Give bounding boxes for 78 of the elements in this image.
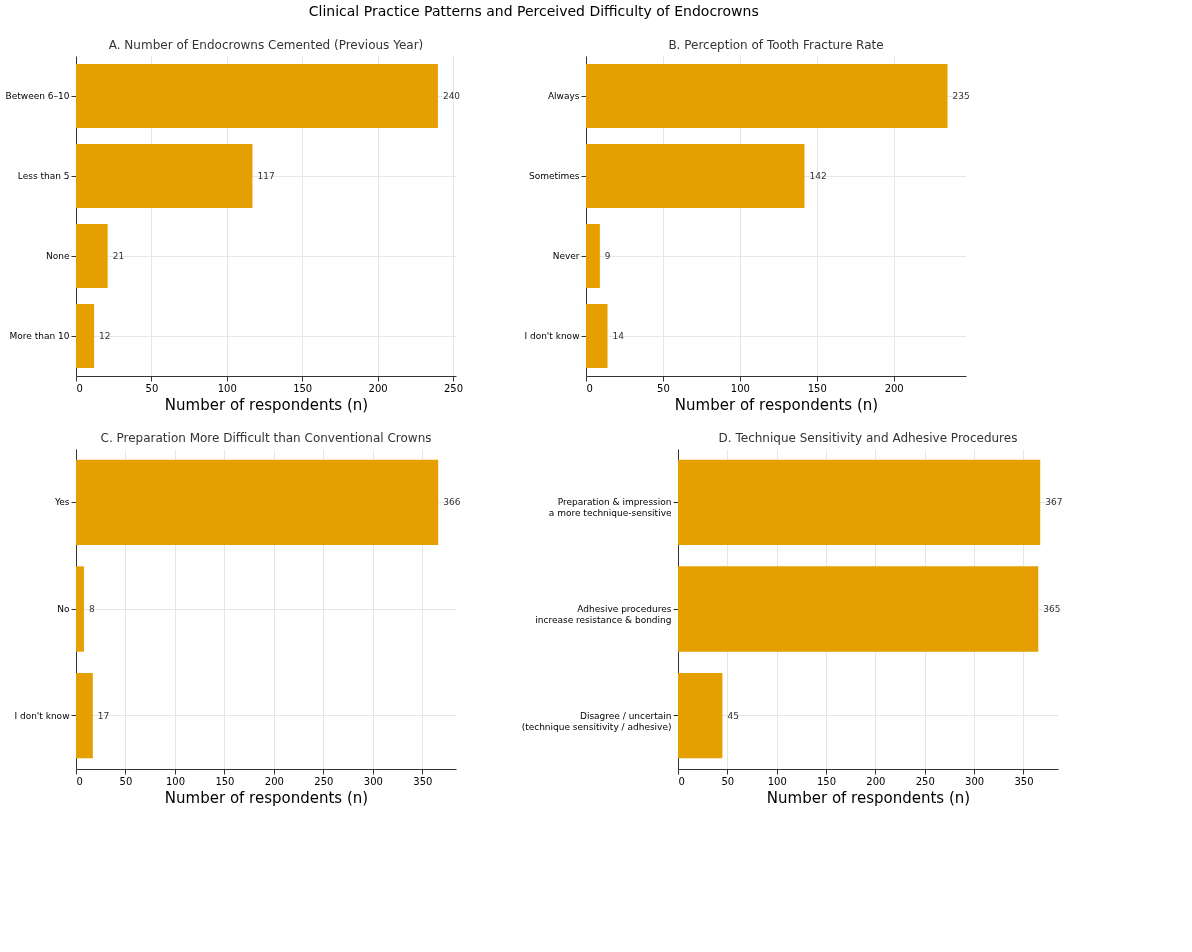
bar: [678, 459, 1041, 545]
data-label: 235: [952, 91, 970, 101]
x-tick-label: 150: [215, 775, 235, 787]
x-tick-label: 100: [730, 382, 750, 394]
data-label: 9: [604, 251, 611, 261]
bar: [76, 566, 84, 652]
data-label: 142: [809, 171, 827, 181]
bar: [76, 64, 438, 128]
x-tick-label: 200: [264, 775, 284, 787]
x-tick-label: 300: [363, 775, 383, 787]
y-tick-label: Yes: [53, 497, 70, 508]
x-tick-label: 200: [368, 382, 388, 394]
x-tick-label: 50: [119, 775, 133, 787]
y-tick-label: No: [57, 604, 70, 614]
text: Clinical Practice Patterns and Perceived Difficulty of Endocrowns: [308, 3, 759, 19]
y-tick-label: None: [46, 251, 70, 261]
bar: [586, 224, 600, 288]
data-label: 21: [112, 251, 125, 261]
data-label: 366: [443, 497, 461, 508]
y-tick-label: More than 10: [9, 331, 70, 341]
x-tick-label: 150: [817, 775, 837, 787]
data-label: 367: [1045, 497, 1063, 508]
bar: [586, 144, 805, 208]
x-tick-label: 300: [965, 775, 985, 787]
chart-title: C. Preparation More Difficult than Conventional Crowns: [100, 431, 432, 445]
bar: [76, 673, 93, 759]
x-tick-label: 150: [807, 382, 827, 394]
x-tick-label: 250: [915, 775, 935, 787]
y-tick-label: Less than 5: [17, 171, 70, 181]
x-axis-title: Number of respondents (n): [674, 395, 879, 414]
y-tick-label: Always: [547, 91, 580, 101]
x-tick-label: 0: [678, 775, 685, 787]
x-tick-label: 0: [76, 382, 83, 394]
data-label: 12: [99, 331, 111, 341]
x-tick-label: 150: [293, 382, 313, 394]
x-tick-label: 250: [314, 775, 334, 787]
x-tick-label: 200: [866, 775, 886, 787]
x-axis-title: Number of respondents (n): [766, 788, 971, 807]
x-axis-title: Number of respondents (n): [164, 395, 369, 414]
x-tick-label: 100: [217, 382, 237, 394]
chart-title: D. Technique Sensitivity and Adhesive Procedures: [718, 431, 1018, 445]
y-tick-label: I don't know: [524, 331, 580, 341]
bar: [586, 304, 608, 368]
y-tick-label: Adhesive procedures increase resistance & bonding: [535, 604, 672, 625]
data-label: 117: [257, 171, 275, 181]
bar: [76, 224, 108, 288]
x-axis-title: Number of respondents (n): [164, 788, 369, 807]
bar: [76, 144, 253, 208]
y-tick-label: I don't know: [14, 710, 70, 721]
y-tick-label: Disagree / uncertain (technique sensitivity / adhesive): [521, 710, 672, 732]
bar: [678, 566, 1039, 652]
x-tick-label: 250: [443, 382, 464, 394]
data-label: 14: [612, 331, 625, 341]
x-tick-label: 100: [767, 775, 787, 787]
y-tick-label: Preparation & impression a more technique-sensitive: [548, 497, 672, 519]
bar: [76, 304, 95, 368]
data-label: 240: [442, 91, 461, 101]
bar: [678, 673, 723, 759]
bar: [76, 459, 439, 545]
x-tick-label: 0: [586, 382, 593, 394]
data-label: 45: [727, 710, 739, 721]
y-tick-label: Between 6–10: [5, 91, 70, 101]
x-tick-label: 350: [413, 775, 433, 787]
x-tick-label: 200: [884, 382, 904, 394]
x-tick-label: 100: [165, 775, 186, 787]
data-label: 8: [88, 604, 95, 614]
bar: [586, 64, 948, 128]
x-tick-label: 50: [657, 382, 670, 394]
chart-title: B. Perception of Tooth Fracture Rate: [668, 38, 884, 52]
x-tick-label: 350: [1014, 775, 1034, 787]
chart-title: A. Number of Endocrowns Cemented (Previous Year): [108, 38, 424, 52]
y-tick-label: Never: [552, 251, 580, 261]
data-label: 17: [97, 710, 110, 721]
data-label: 365: [1043, 604, 1061, 614]
x-tick-label: 50: [721, 775, 735, 787]
x-tick-label: 0: [76, 775, 83, 787]
x-tick-label: 50: [145, 382, 159, 394]
y-tick-label: Sometimes: [528, 171, 580, 181]
